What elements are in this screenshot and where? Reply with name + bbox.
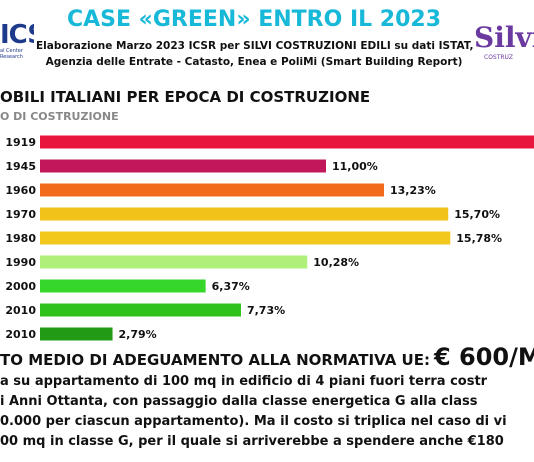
category-label: 1980 <box>5 232 36 245</box>
cost-description-line-3: 0.000 per ciascun appartamento). Ma il c… <box>0 414 507 429</box>
page-subtitle: Elaborazione Marzo 2023 ICSR per SILVI C… <box>36 38 474 70</box>
category-label: 1990 <box>5 256 36 269</box>
category-label: 1960 <box>5 184 36 197</box>
bar <box>40 327 113 341</box>
bar-chart: 19191194511,00%196013,23%197015,70%19801… <box>5 135 534 341</box>
category-label: 1945 <box>5 160 36 173</box>
icsr-logo-caption-line2: Research <box>0 54 23 60</box>
category-label: 2010 <box>5 304 36 317</box>
icsr-logo-caption: al Center Research <box>0 48 34 62</box>
bar-value-label: 15,78% <box>456 232 502 245</box>
bar <box>40 231 451 245</box>
category-label: 2010 <box>5 328 36 341</box>
category-label: 1919 <box>5 136 36 149</box>
cost-heading-value: € 600/M <box>433 343 534 371</box>
cost-heading: TO MEDIO DI ADEGUAMENTO ALLA NORMATIVA U… <box>0 343 534 371</box>
bar-value-label: 15,70% <box>454 208 500 221</box>
page-title: CASE «GREEN» ENTRO IL 2023 <box>66 7 442 32</box>
icsr-logo: ICSR <box>0 22 34 50</box>
silvi-logo-caption: COSTRUZ <box>484 54 513 61</box>
bar <box>40 207 449 221</box>
cost-heading-label: TO MEDIO DI ADEGUAMENTO ALLA NORMATIVA U… <box>0 351 430 369</box>
icsr-logo-caption-line1: al Center <box>0 48 23 54</box>
silvi-logo: Silvi COSTRUZ <box>474 22 534 72</box>
bar-value-label: 13,23% <box>390 184 436 197</box>
bar-value-label: 11,00% <box>332 160 378 173</box>
bar-value-label: 7,73% <box>247 304 285 317</box>
subtitle-line-1: Elaborazione Marzo 2023 ICSR per SILVI C… <box>36 40 474 52</box>
bar <box>40 159 326 173</box>
bar <box>40 303 241 317</box>
bar-value-label: 10,28% <box>313 256 359 269</box>
bar <box>40 279 206 293</box>
bar-value-label: 6,37% <box>212 280 250 293</box>
cost-description-line-2: i Anni Ottanta, con passaggio dalla clas… <box>0 394 478 409</box>
bar <box>40 135 534 149</box>
category-label: 1970 <box>5 208 36 221</box>
cost-description-line-1: a su appartamento di 100 mq in edificio … <box>0 374 488 389</box>
cost-description: a su appartamento di 100 mq in edificio … <box>0 372 534 452</box>
chart-title: OBILI ITALIANI PER EPOCA DI COSTRUZIONE <box>0 88 371 106</box>
silvi-logo-text: Silvi <box>474 22 534 54</box>
bar <box>40 183 384 197</box>
bar <box>40 255 308 269</box>
header: ICSR al Center Research CASE «GREEN» ENT… <box>0 0 534 84</box>
cost-description-line-4: 00 mq in classe G, per il quale si arriv… <box>0 434 504 449</box>
subtitle-line-2: Agenzia delle Entrate - Catasto, Enea e … <box>45 56 463 68</box>
category-label: 2000 <box>5 280 36 293</box>
bar-value-label: 2,79% <box>119 328 157 341</box>
chart-subtitle: O DI COSTRUZIONE <box>0 110 119 123</box>
